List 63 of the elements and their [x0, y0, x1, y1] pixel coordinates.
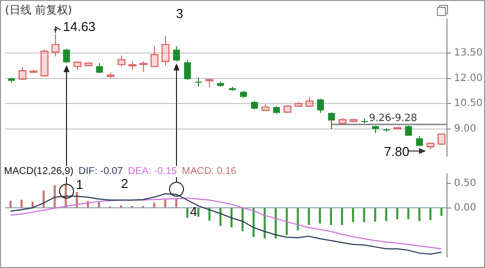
- bar: [264, 208, 266, 239]
- text: MACD: 0.16: [182, 166, 236, 177]
- candlestick: [184, 59, 191, 80]
- y-tick-label: 0.00: [454, 202, 476, 214]
- bar: [340, 208, 344, 225]
- bar: [197, 208, 200, 217]
- annotation: 4: [190, 204, 198, 219]
- candlestick: [273, 106, 280, 114]
- bar: [20, 200, 23, 208]
- bar: [32, 202, 34, 208]
- bar: [440, 208, 443, 216]
- bar: [153, 202, 156, 208]
- bar: [330, 208, 332, 225]
- bar: [385, 208, 388, 222]
- bar: [54, 185, 56, 208]
- bar: [219, 208, 222, 226]
- band-label: 9.26-9.28: [369, 112, 418, 124]
- candlestick: [173, 46, 180, 62]
- bar: [352, 208, 354, 222]
- candlestick: [405, 126, 412, 136]
- bar: [396, 208, 398, 220]
- bar: [363, 208, 366, 222]
- bar: [42, 190, 45, 208]
- bar: [274, 208, 277, 239]
- candlestick: [383, 128, 390, 132]
- bar: [230, 208, 233, 228]
- text: DEA: -0.15: [128, 166, 177, 177]
- bar: [407, 208, 410, 220]
- bar: [242, 208, 244, 232]
- y-tick-label: 12.00: [454, 72, 483, 84]
- annotation: 1: [76, 177, 84, 192]
- candlestick: [328, 112, 335, 130]
- y-tick-label: 13.50: [454, 48, 483, 59]
- bar: [175, 198, 178, 208]
- candlestick: [416, 135, 423, 146]
- annotation: 3: [176, 6, 184, 21]
- annotation: 7.80: [384, 144, 410, 159]
- bar: [374, 208, 376, 222]
- candlestick: [8, 76, 15, 84]
- bar: [286, 208, 288, 236]
- y-tick-label: 10.50: [454, 98, 483, 110]
- bar: [9, 200, 12, 208]
- annotation: 2: [121, 176, 128, 191]
- candlestick: [251, 100, 258, 110]
- chart-title: (日线 前复权): [5, 3, 72, 16]
- candlestick: [195, 76, 202, 88]
- y-tick-label: 9.00: [454, 124, 476, 135]
- candlestick: [96, 62, 103, 73]
- annotation: 14.63: [63, 19, 96, 34]
- candlestick: [372, 126, 379, 134]
- candlestick: [317, 98, 324, 114]
- bar: [418, 208, 420, 222]
- bar: [186, 208, 188, 218]
- bar: [98, 202, 100, 208]
- series-label: DIF: -0.07: [78, 166, 123, 177]
- bar: [164, 200, 166, 208]
- bar: [429, 208, 432, 220]
- candlestick: [217, 81, 224, 88]
- bar: [318, 208, 321, 224]
- chart-title: MACD(12,26,9): [4, 166, 74, 177]
- bar: [308, 208, 310, 225]
- bar: [296, 208, 299, 230]
- y-tick-label: 0.50: [454, 178, 476, 190]
